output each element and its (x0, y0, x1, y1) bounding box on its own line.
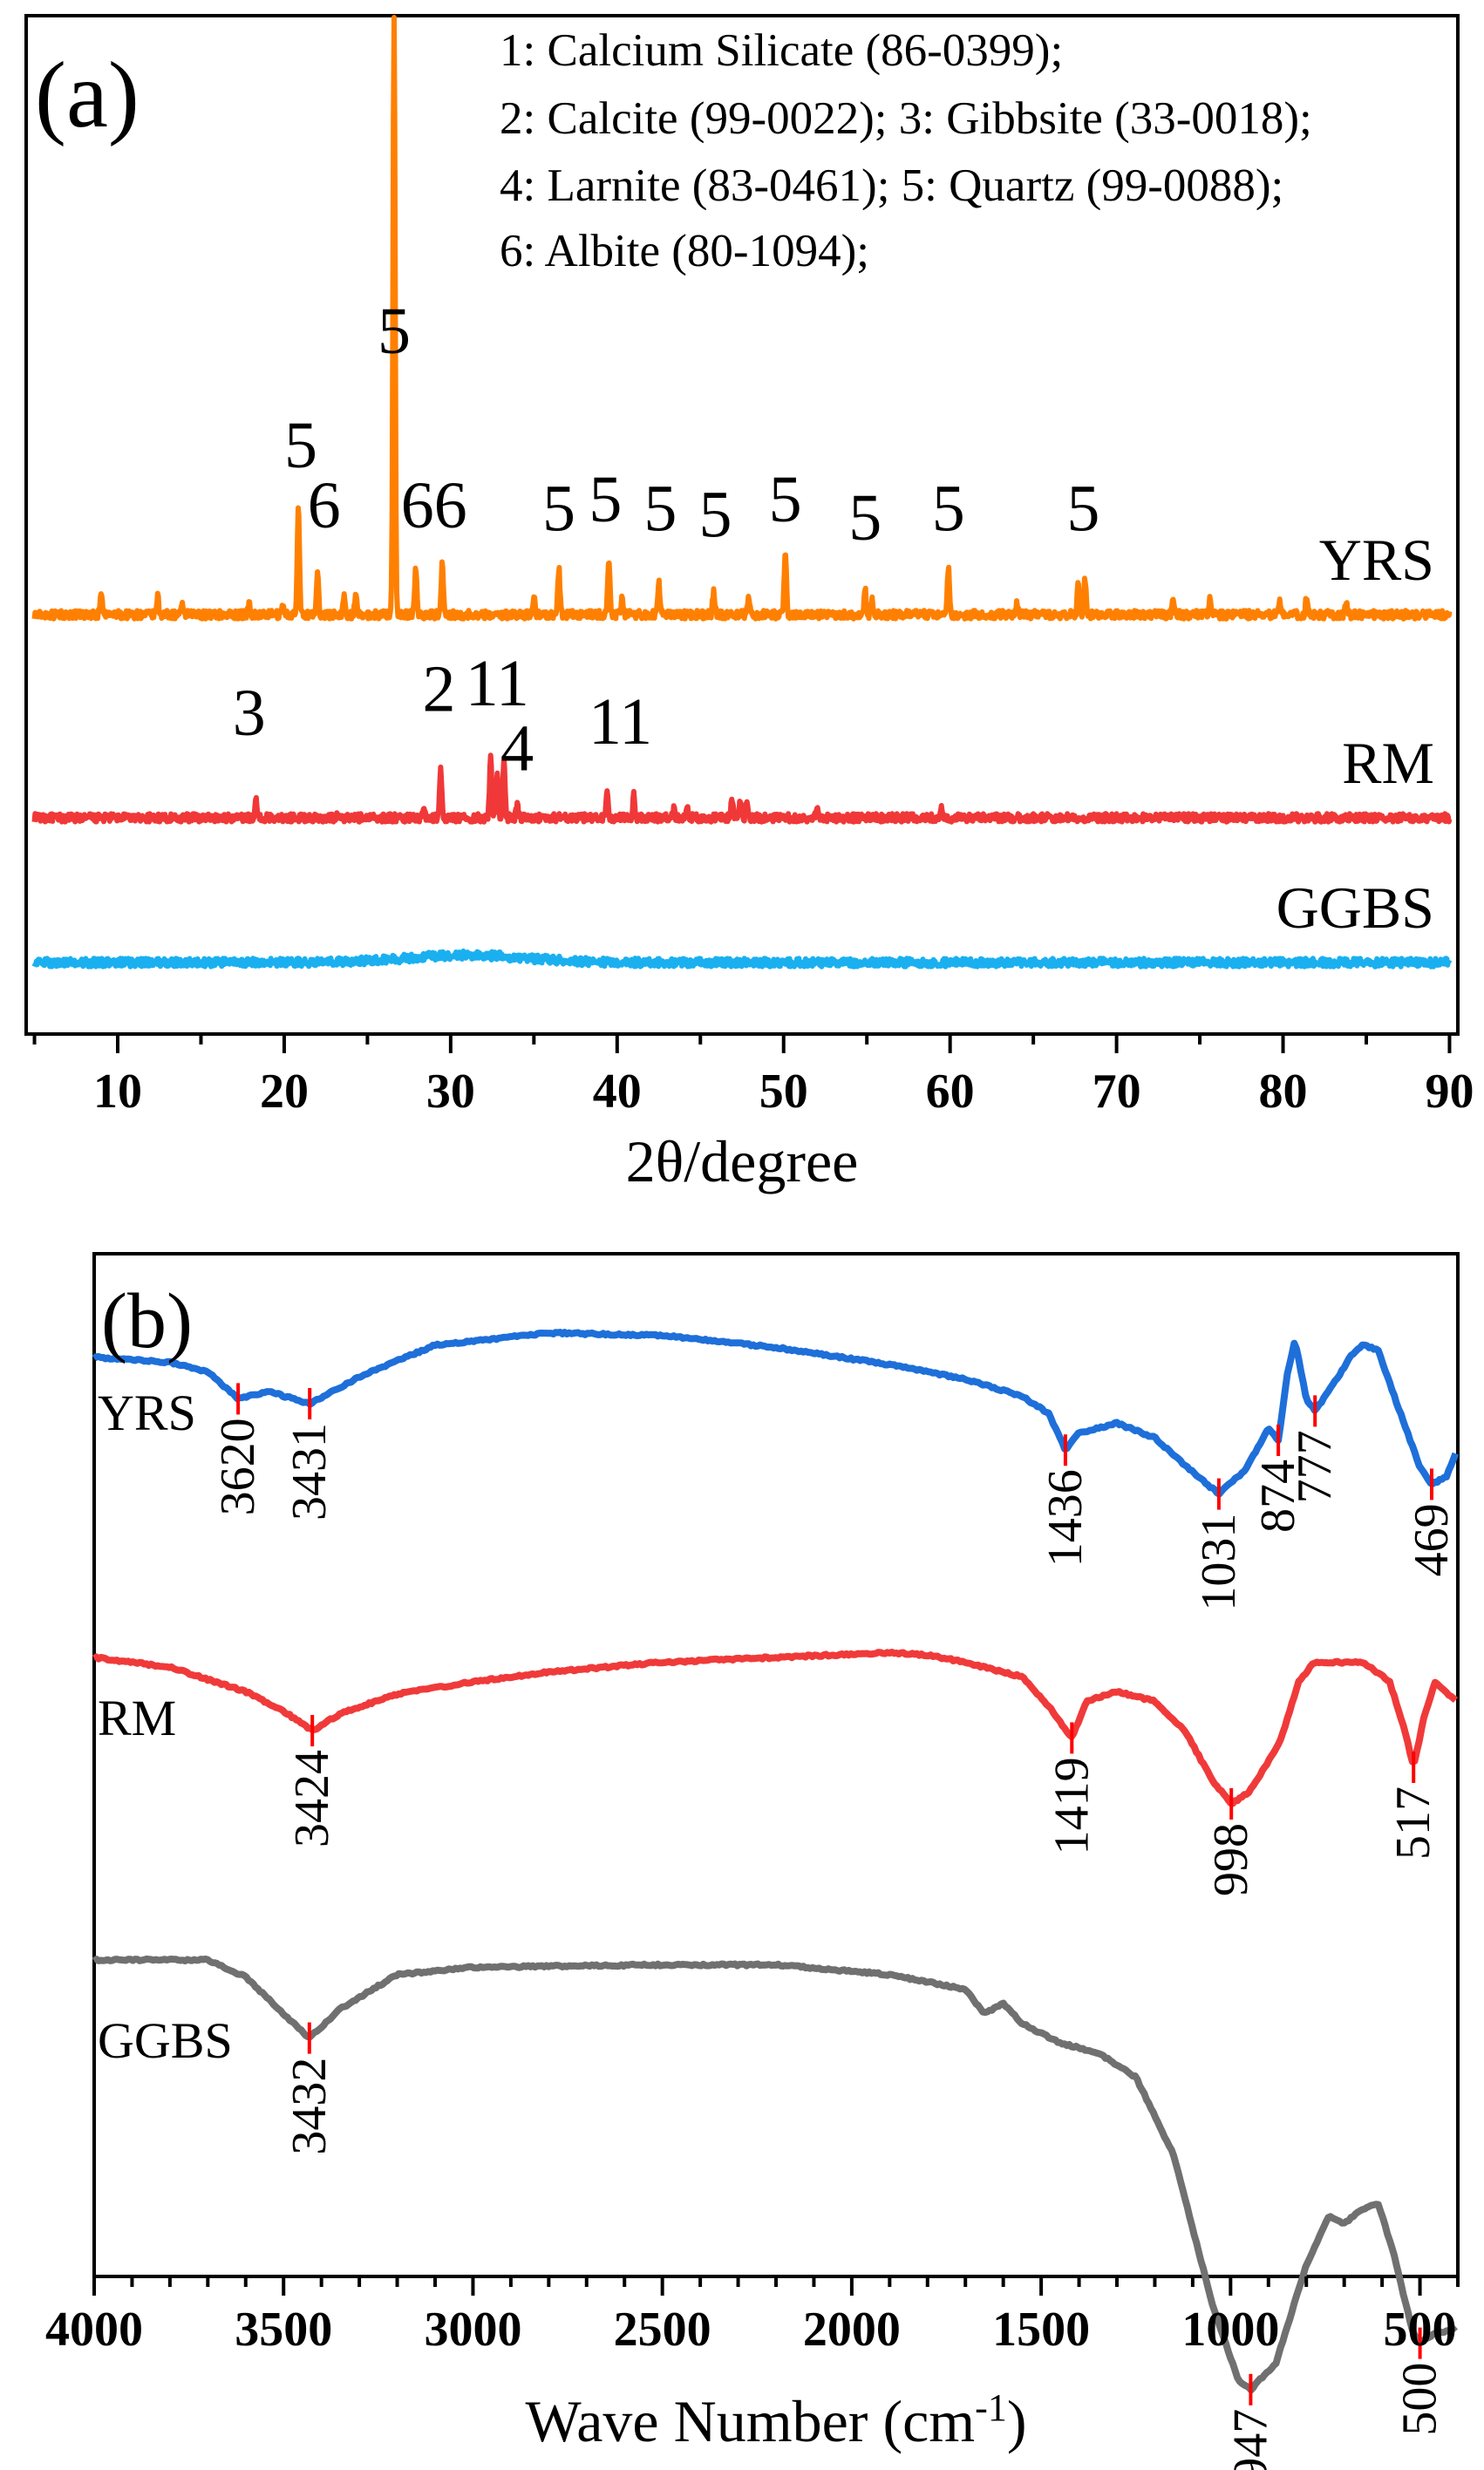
xrd-x-tick-label: 20 (260, 1065, 309, 1119)
xrd-x-axis-title: 2θ/degree (626, 1128, 859, 1194)
ftir-x-tick-label: 2500 (614, 2303, 711, 2357)
xrd-series-label: GGBS (1276, 874, 1434, 941)
ftir-x-axis-title: Wave Number (cm-1) (526, 2386, 1027, 2455)
ftir-peak-label: 3620 (211, 1418, 265, 1515)
xrd-x-tick-label: 30 (426, 1065, 475, 1119)
ftir-x-tick-label: 2000 (803, 2303, 901, 2357)
ftir-series-line-ggbs (92, 1955, 1458, 2394)
ftir-x-axis-title-close: ) (1007, 2388, 1027, 2454)
xrd-legend-line: 1: Calcium Silicate (86-0399); (500, 25, 1063, 76)
xrd-series-label: YRS (1319, 527, 1434, 593)
ftir-peak-label: 998 (1204, 1823, 1258, 1896)
xrd-legend-line: 2: Calcite (99-0022); 3: Gibbsite (33-00… (500, 93, 1312, 144)
xrd-legend-line: 6: Albite (80-1094); (500, 226, 869, 276)
ftir-series-label: RM (98, 1690, 176, 1746)
ftir-series-line-rm (92, 1649, 1458, 1807)
ftir-peak-label: 777 (1288, 1430, 1342, 1503)
xrd-x-tick-label: 60 (926, 1065, 975, 1119)
xrd-peak-label: 5 (1066, 472, 1099, 545)
xrd-peak-label: 3 (233, 677, 266, 750)
xrd-peak-label: 5 (932, 472, 965, 545)
xrd-peak-label: 5 (769, 463, 802, 536)
ftir-x-tick-label: 3500 (235, 2303, 332, 2357)
ftir-peak-label: 500 (1393, 2363, 1447, 2436)
xrd-peak-label: 5 (848, 481, 882, 555)
ftir-peak-label: 3431 (283, 1423, 337, 1521)
ftir-x-tick-label: 3000 (424, 2303, 521, 2357)
xrd-peak-label: 5 (542, 472, 575, 545)
ftir-x-axis-title-superscript: -1 (975, 2386, 1007, 2429)
xrd-x-tick-label: 10 (93, 1065, 142, 1119)
xrd-series-line-rm (31, 752, 1453, 825)
ftir-peak-label: 1436 (1038, 1469, 1093, 1567)
ftir-panel-label: (b) (101, 1278, 193, 1364)
ftir-x-tick-label: 500 (1384, 2303, 1457, 2357)
ftir-series-label: YRS (98, 1385, 196, 1441)
xrd-x-axis: 10 20 30 40 50 60 70 80 90 (32, 1034, 1474, 1119)
xrd-legend-line: 4: Larnite (83-0461); 5: Quartz (99-0088… (500, 160, 1283, 211)
xrd-peak-label: 5 (589, 463, 622, 536)
xrd-peak-label: 5 (378, 295, 411, 368)
ftir-peak-label: 3432 (283, 2058, 337, 2155)
ftir-peak-label: 3424 (285, 1750, 339, 1847)
xrd-peak-label: 2 (423, 653, 456, 726)
xrd-peak-label: 5 (699, 478, 732, 551)
ftir-series-label: GGBS (98, 2012, 233, 2069)
ftir-x-tick-label: 4000 (45, 2303, 143, 2357)
ftir-x-axis: 4000 3500 3000 2500 2000 1500 1000 500 (45, 2276, 1460, 2357)
xrd-x-tick-label: 80 (1259, 1065, 1308, 1119)
ftir-peak-label: 947 (1223, 2409, 1277, 2470)
ftir-x-tick-label: 1500 (992, 2303, 1090, 2357)
xrd-x-tick-label: 90 (1425, 1065, 1474, 1119)
xrd-x-tick-label: 70 (1093, 1065, 1141, 1119)
xrd-series-line-yrs (31, 15, 1453, 622)
xrd-phase-legend: 1: Calcium Silicate (86-0399); 2: Calcit… (500, 25, 1312, 276)
xrd-x-tick-label: 40 (593, 1065, 642, 1119)
ftir-peak-label: 517 (1386, 1786, 1440, 1860)
ftir-peak-label: 874 (1251, 1460, 1305, 1533)
ftir-x-axis-title-main: Wave Number (cm (526, 2388, 976, 2454)
xrd-plot-frame (24, 14, 1460, 1036)
xrd-peak-label: 6 (308, 469, 341, 542)
ftir-peak-label: 1031 (1192, 1514, 1246, 1611)
xrd-series-label: RM (1342, 730, 1434, 796)
xrd-peak-label: 11 (466, 647, 529, 720)
xrd-peak-label: 11 (589, 685, 652, 759)
xrd-peak-label: 5 (284, 409, 317, 482)
xrd-peak-label: 66 (401, 469, 467, 542)
xrd-peak-label: 4 (500, 712, 534, 786)
xrd-peak-label: 5 (643, 472, 677, 545)
ftir-peak-label: 1419 (1045, 1757, 1099, 1854)
ftir-x-tick-label: 1000 (1181, 2303, 1279, 2357)
xrd-panel-label: (a) (35, 44, 140, 147)
xrd-x-tick-label: 50 (759, 1065, 808, 1119)
ftir-series-line-yrs (92, 1329, 1460, 1498)
ftir-peak-label: 469 (1405, 1503, 1459, 1576)
xrd-series-line-ggbs (31, 948, 1453, 970)
